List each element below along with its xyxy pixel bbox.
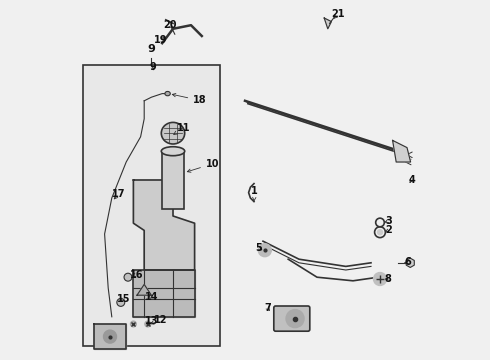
Polygon shape xyxy=(137,284,151,295)
Text: 9: 9 xyxy=(147,44,155,54)
Circle shape xyxy=(377,230,383,235)
Text: 4: 4 xyxy=(408,175,415,185)
Ellipse shape xyxy=(165,91,171,96)
Text: 14: 14 xyxy=(145,292,158,302)
Text: 5: 5 xyxy=(255,243,262,253)
Text: 20: 20 xyxy=(163,20,177,30)
Text: 17: 17 xyxy=(112,189,125,199)
Circle shape xyxy=(145,321,151,327)
Text: 19: 19 xyxy=(154,35,167,45)
Text: 16: 16 xyxy=(129,270,143,280)
FancyBboxPatch shape xyxy=(274,306,310,331)
Text: 9: 9 xyxy=(150,62,157,72)
Ellipse shape xyxy=(117,298,125,306)
Polygon shape xyxy=(392,140,411,162)
Ellipse shape xyxy=(161,122,185,144)
Text: 3: 3 xyxy=(385,216,392,226)
Text: 1: 1 xyxy=(251,186,258,201)
Ellipse shape xyxy=(161,147,185,156)
Text: 12: 12 xyxy=(150,315,167,325)
Polygon shape xyxy=(94,324,126,349)
Circle shape xyxy=(258,244,271,257)
Text: 2: 2 xyxy=(385,225,392,235)
Ellipse shape xyxy=(124,273,132,281)
Text: 7: 7 xyxy=(264,303,270,313)
Polygon shape xyxy=(133,270,195,317)
Polygon shape xyxy=(133,180,195,270)
Text: 13: 13 xyxy=(145,316,158,326)
Text: 11: 11 xyxy=(174,123,191,135)
Text: 15: 15 xyxy=(117,294,130,304)
Circle shape xyxy=(373,273,387,285)
Text: 8: 8 xyxy=(385,274,392,284)
Circle shape xyxy=(286,310,304,328)
Text: 21: 21 xyxy=(331,9,344,19)
Circle shape xyxy=(130,321,136,327)
Circle shape xyxy=(103,330,117,343)
Text: 10: 10 xyxy=(187,159,220,172)
Text: 6: 6 xyxy=(405,257,412,267)
Bar xyxy=(162,151,184,209)
FancyBboxPatch shape xyxy=(83,65,220,346)
Polygon shape xyxy=(324,18,331,29)
Text: 18: 18 xyxy=(172,94,207,105)
